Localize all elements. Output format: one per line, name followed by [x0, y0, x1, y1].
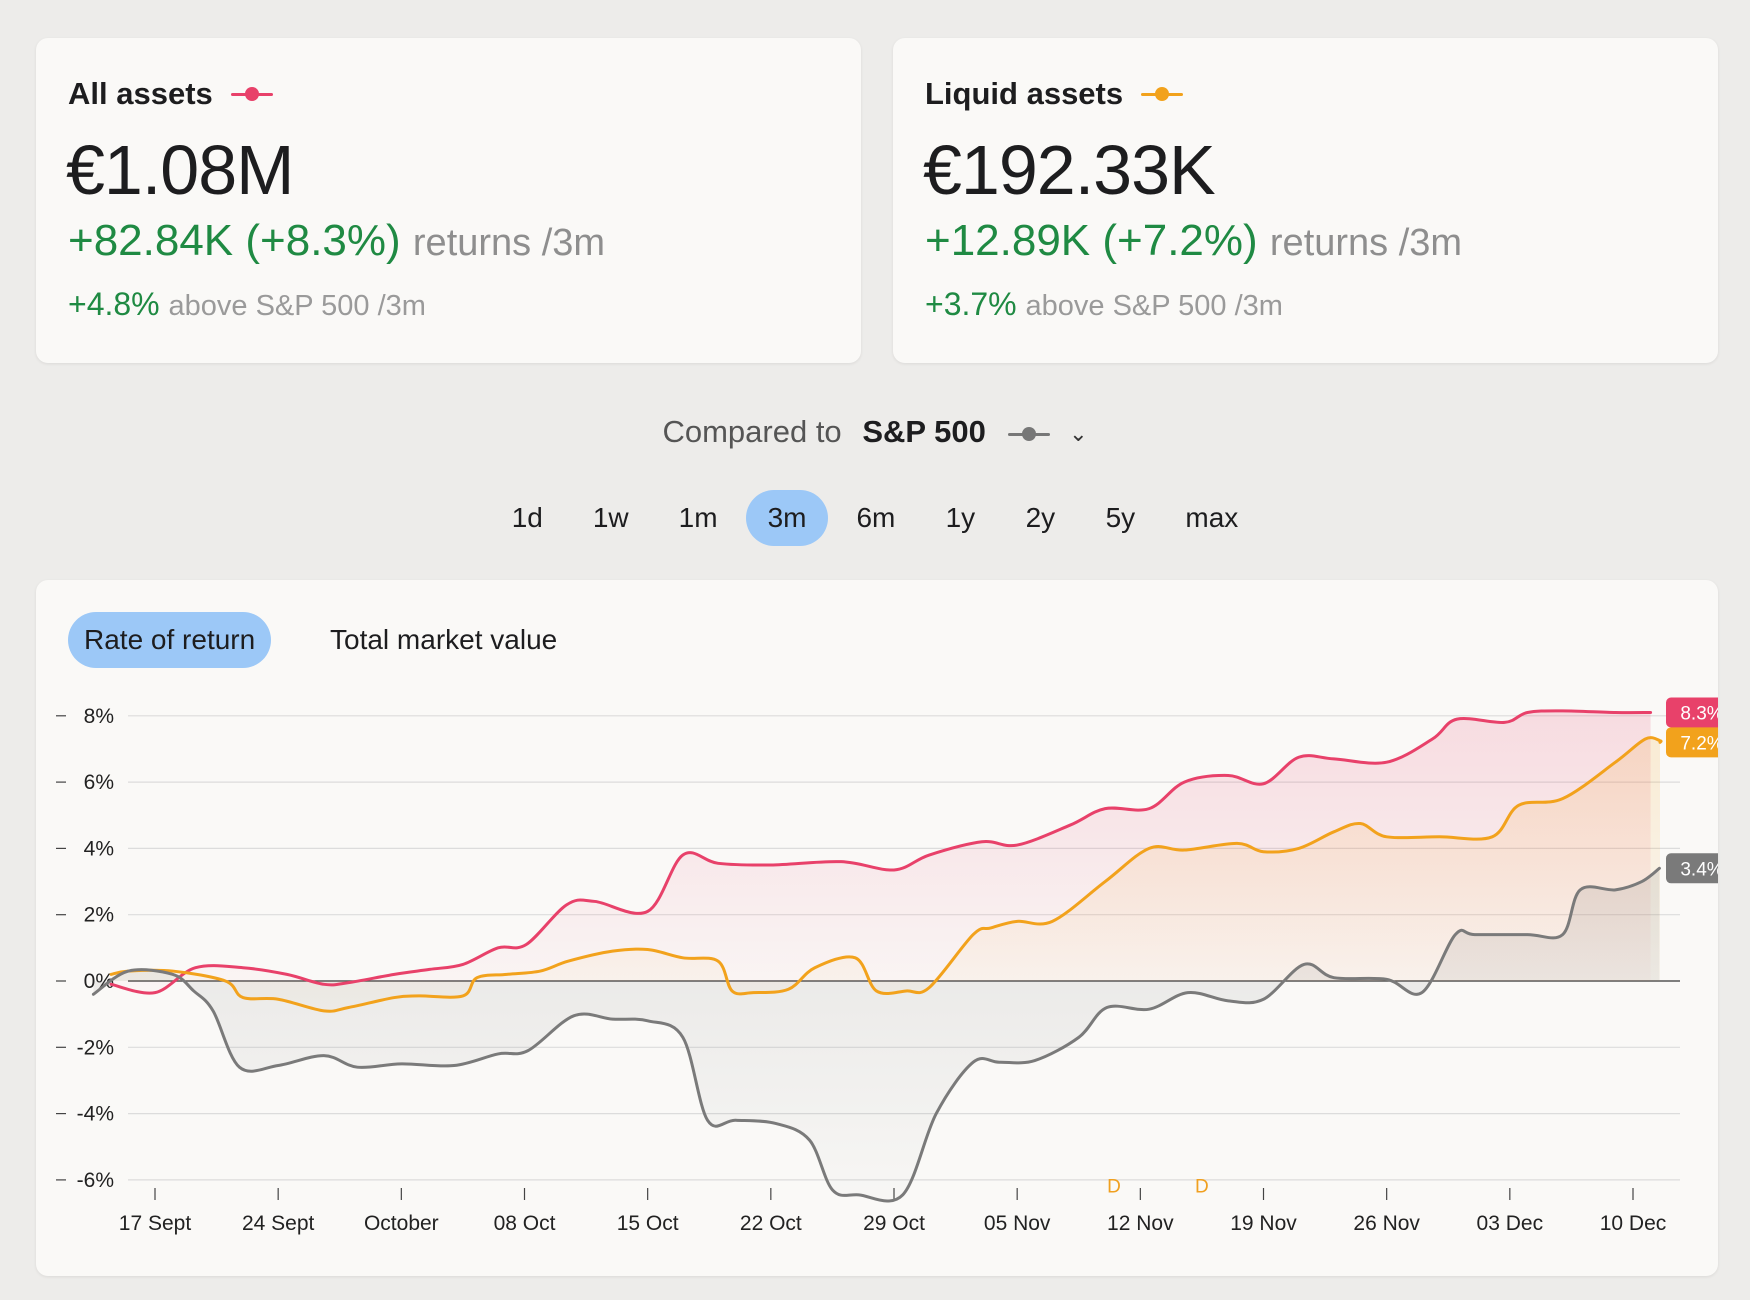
- series-end-label: 3.4%: [1666, 853, 1718, 884]
- range-button-1m[interactable]: 1m: [678, 502, 718, 533]
- chevron-down-icon[interactable]: ⌄: [1069, 420, 1088, 446]
- returns-value: +12.89K (+7.2%): [925, 216, 1258, 265]
- x-tick-label: 15 Oct: [617, 1212, 679, 1235]
- x-tick-label: 03 Dec: [1477, 1212, 1544, 1235]
- svg-text:8.3%: 8.3%: [1680, 703, 1718, 724]
- dividend-marker[interactable]: D: [1107, 1177, 1121, 1198]
- returns-line: +82.84K (+8.3%) returns /3m: [68, 216, 605, 266]
- benchmark-diff: +3.7%: [925, 286, 1017, 322]
- range-button-max[interactable]: max: [1185, 502, 1239, 533]
- benchmark-suffix: above S&P 500 /3m: [168, 290, 426, 322]
- total-value: €192.33K: [923, 131, 1216, 209]
- x-tick-label: 24 Sept: [242, 1212, 315, 1235]
- x-tick-label: 19 Nov: [1230, 1212, 1297, 1235]
- x-tick-label: 05 Nov: [984, 1212, 1051, 1235]
- x-tick-label: 26 Nov: [1353, 1212, 1420, 1235]
- series-line-2: [91, 866, 1661, 1203]
- y-tick-label: -2%: [77, 1036, 114, 1059]
- compare-prefix: Compared to: [662, 414, 842, 449]
- svg-text:3.4%: 3.4%: [1680, 859, 1718, 880]
- range-selector: 1d 1w 1m 3m 6m 1y 2y 5y max: [0, 490, 1750, 546]
- range-button-1w[interactable]: 1w: [592, 502, 629, 533]
- svg-text:7.2%: 7.2%: [1680, 733, 1718, 754]
- x-tick-label: 10 Dec: [1600, 1212, 1667, 1235]
- total-value: €1.08M: [66, 131, 294, 209]
- tab-total-market-value[interactable]: Total market value: [330, 624, 558, 655]
- x-tick-label: 29 Oct: [863, 1212, 925, 1235]
- dividend-marker[interactable]: D: [1195, 1177, 1209, 1198]
- benchmark-legend-icon: [1008, 426, 1051, 441]
- series-legend-icon: [1141, 87, 1184, 101]
- range-button-5y[interactable]: 5y: [1105, 502, 1136, 533]
- card-title: Liquid assets: [925, 76, 1184, 112]
- series-line-0: [109, 709, 1653, 995]
- benchmark-diff: +4.8%: [68, 286, 160, 322]
- series-end-label: 7.2%: [1666, 727, 1718, 758]
- benchmark-line: +4.8% above S&P 500 /3m: [68, 286, 426, 323]
- range-button-1d[interactable]: 1d: [511, 502, 543, 533]
- y-tick-label: 8%: [84, 705, 114, 728]
- returns-suffix: returns /3m: [412, 222, 606, 264]
- all-assets-card: All assets €1.08M +82.84K (+8.3%) return…: [36, 38, 861, 363]
- chart-card: Rate of return Total market value 8% 6% 4%…: [36, 580, 1718, 1276]
- x-tick-label: 22 Oct: [740, 1212, 802, 1235]
- series-area-2: [93, 868, 1660, 1202]
- returns-suffix: returns /3m: [1269, 222, 1463, 264]
- series-end-label: 8.3%: [1666, 697, 1718, 728]
- series-legend-icon: [230, 87, 273, 101]
- x-tick-label: October: [364, 1212, 439, 1235]
- y-tick-label: 2%: [84, 904, 114, 927]
- series-area-1: [111, 737, 1662, 1012]
- benchmark-name[interactable]: S&P 500: [862, 414, 986, 449]
- range-button-1y[interactable]: 1y: [945, 502, 976, 533]
- benchmark-selector[interactable]: Compared to S&P 500 ⌄: [0, 414, 1750, 450]
- range-button-3m[interactable]: 3m: [745, 490, 829, 546]
- x-tick-label: 12 Nov: [1107, 1212, 1174, 1235]
- tab-rate-of-return[interactable]: Rate of return: [68, 612, 272, 668]
- y-tick-label: -6%: [77, 1169, 114, 1192]
- y-tick-label: 4%: [84, 837, 114, 860]
- x-tick-label: 08 Oct: [494, 1212, 556, 1235]
- range-button-6m[interactable]: 6m: [856, 502, 896, 533]
- benchmark-line: +3.7% above S&P 500 /3m: [925, 286, 1283, 323]
- series-line-1: [109, 736, 1663, 1013]
- range-button-2y[interactable]: 2y: [1025, 502, 1056, 533]
- card-title: All assets: [68, 76, 273, 112]
- y-tick-label: -4%: [77, 1103, 114, 1126]
- card-title-label: Liquid assets: [925, 76, 1124, 111]
- returns-value: +82.84K (+8.3%): [68, 216, 401, 265]
- card-title-label: All assets: [68, 76, 213, 111]
- benchmark-suffix: above S&P 500 /3m: [1025, 290, 1283, 322]
- liquid-assets-card: Liquid assets €192.33K +12.89K (+7.2%) r…: [893, 38, 1718, 363]
- x-tick-label: 17 Sept: [119, 1212, 192, 1235]
- y-tick-label: 6%: [84, 771, 114, 794]
- returns-line: +12.89K (+7.2%) returns /3m: [925, 216, 1462, 266]
